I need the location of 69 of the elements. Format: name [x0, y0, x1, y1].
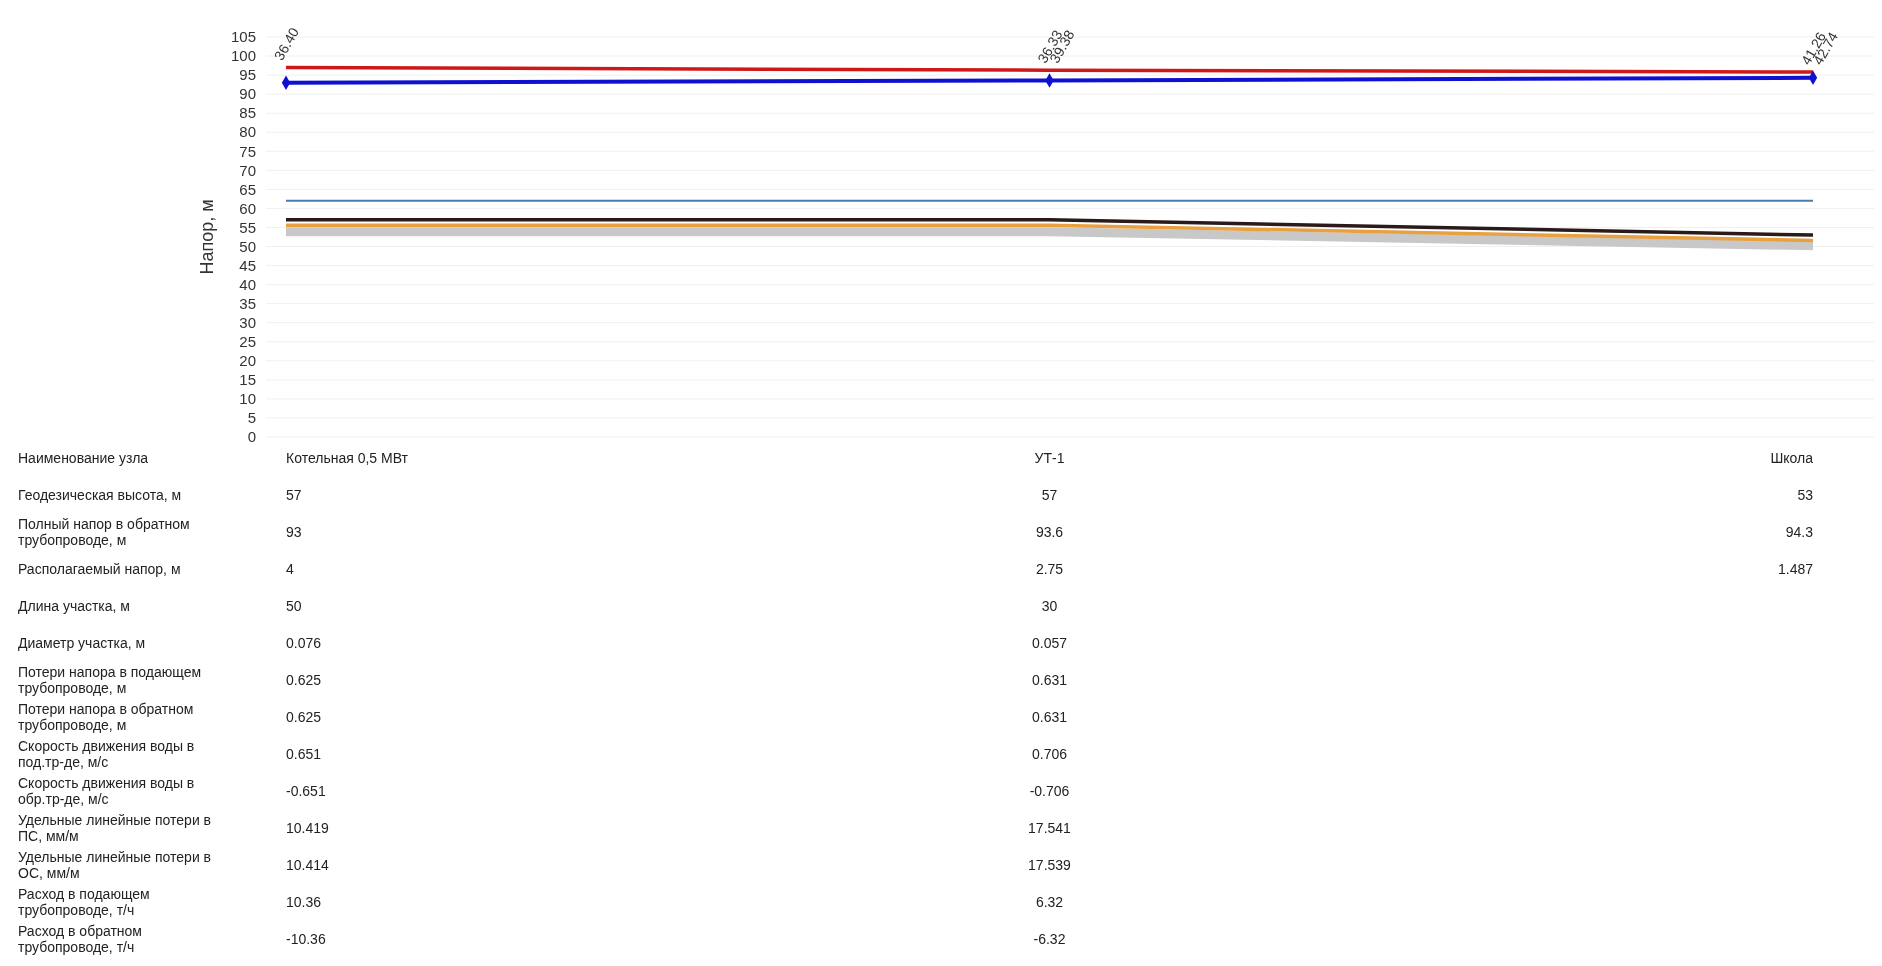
data-label: 93	[286, 523, 302, 540]
data-label: 10.414	[286, 856, 330, 873]
y-tick-label: 55	[239, 218, 256, 236]
y-tick-label: 95	[239, 66, 256, 84]
data-label: 17.539	[1028, 856, 1072, 873]
data-label: 4	[286, 560, 294, 577]
legend-title: Наименование узла	[18, 449, 149, 466]
y-tick-label: 30	[239, 313, 256, 331]
text: Удельные линейные потери в ОС, мм/м	[18, 848, 212, 881]
y-tick-label: 40	[239, 275, 256, 293]
y-tick-label: 85	[239, 104, 256, 122]
y-tick-label: 70	[239, 161, 256, 179]
y-tick-label: 60	[239, 199, 256, 217]
y-tick-label: 75	[239, 142, 256, 160]
data-label: 0.625	[286, 708, 322, 725]
data-label: 0.625	[286, 671, 322, 688]
text: Расход в обратном трубопроводе, т/ч	[18, 922, 142, 955]
y-tick-label: 65	[239, 180, 256, 198]
text: Потери напора в обратном трубопроводе, м	[18, 700, 194, 733]
y-tick-label: 105	[230, 28, 256, 46]
category-label: Котельная 0,5 МВт	[286, 449, 409, 466]
text: Располагаемый напор, м	[18, 560, 181, 577]
data-label: 50	[286, 597, 302, 614]
data-label: 57	[286, 486, 302, 503]
data-label: 0.706	[1031, 745, 1068, 762]
text: Геодезическая высота, м	[18, 486, 182, 503]
y-tick-label: 45	[239, 256, 256, 274]
data-label: -10.36	[286, 930, 326, 947]
text: Потери напора в подающем трубопроводе, м	[18, 663, 202, 696]
y-tick-label: 35	[239, 294, 256, 312]
y-tick-label: 20	[239, 352, 256, 370]
data-label: 57	[1041, 486, 1058, 503]
y-axis-title: Напор, м	[197, 199, 217, 275]
text: Скорость движения воды в обр.тр-де, м/с	[18, 774, 195, 807]
data-label: -0.706	[1029, 782, 1070, 799]
data-label: 1.487	[1777, 560, 1814, 577]
text: Диаметр участка, м	[18, 634, 146, 651]
text: Полный напор в обратном трубопроводе, м	[18, 515, 190, 548]
data-label: 0.076	[286, 634, 322, 651]
text: Удельные линейные потери в ПС, мм/м	[18, 811, 212, 844]
category-label: Школа	[1770, 449, 1814, 466]
data-label: 0.651	[286, 745, 322, 762]
y-tick-label: 50	[239, 237, 256, 255]
data-label: 0.631	[1031, 671, 1068, 688]
data-label: 10.36	[286, 893, 322, 910]
y-tick-label: 15	[239, 371, 256, 389]
y-tick-label: 5	[247, 409, 256, 427]
y-tick-label: 90	[239, 85, 256, 103]
data-label: 2.75	[1035, 560, 1064, 577]
data-label: 6.32	[1035, 893, 1064, 910]
y-tick-label: 0	[247, 428, 256, 446]
y-tick-label: 25	[239, 333, 256, 351]
data-label: -0.651	[286, 782, 326, 799]
text: Скорость движения воды в под.тр-де, м/с	[18, 737, 195, 770]
y-tick-label: 100	[230, 47, 256, 65]
data-label: 0.631	[1031, 708, 1068, 725]
data-label: 30	[1041, 597, 1058, 614]
y-tick-label: 10	[239, 390, 256, 408]
data-label: 10.419	[286, 819, 330, 836]
y-tick-label: 80	[239, 123, 256, 141]
text: Длина участка, м	[18, 597, 130, 614]
data-label: 0.057	[1031, 634, 1068, 651]
text: Расход в подающем трубопроводе, т/ч	[18, 885, 150, 918]
data-label: 53	[1797, 486, 1814, 503]
data-label: 17.541	[1028, 819, 1072, 836]
data-label: 94.3	[1785, 523, 1814, 540]
category-label: УТ-1	[1034, 449, 1065, 466]
data-label: -6.32	[1033, 930, 1066, 947]
data-label: 93.6	[1035, 523, 1064, 540]
